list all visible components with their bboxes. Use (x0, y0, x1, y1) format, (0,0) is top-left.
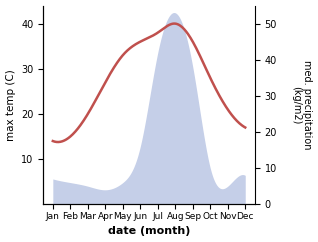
Y-axis label: max temp (C): max temp (C) (5, 69, 16, 141)
Y-axis label: med. precipitation
(kg/m2): med. precipitation (kg/m2) (291, 60, 313, 150)
X-axis label: date (month): date (month) (108, 227, 190, 236)
